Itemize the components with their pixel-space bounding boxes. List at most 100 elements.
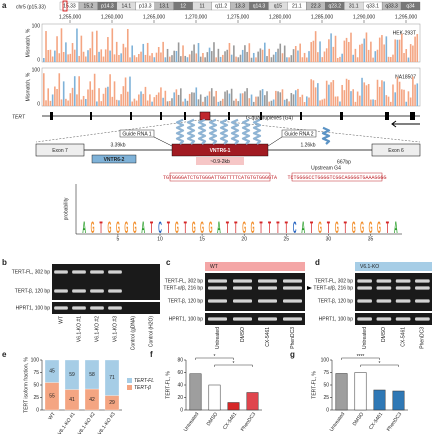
gel-band bbox=[395, 286, 411, 290]
track-texture bbox=[330, 33, 332, 62]
track-texture bbox=[345, 37, 348, 62]
track-texture bbox=[239, 93, 242, 106]
track-texture bbox=[305, 96, 308, 106]
track-texture bbox=[60, 99, 63, 106]
track-texture bbox=[264, 95, 266, 106]
panel-label: d bbox=[315, 258, 320, 267]
g4-label: G-quadruplexes (G4) bbox=[246, 115, 293, 121]
bar bbox=[392, 390, 405, 411]
sequence-box bbox=[169, 172, 271, 182]
track-texture bbox=[122, 43, 125, 62]
track-texture bbox=[69, 93, 72, 106]
track-texture bbox=[374, 51, 377, 62]
y-tick-label: 0 bbox=[180, 407, 183, 413]
track-texture bbox=[409, 44, 412, 62]
significance-bracket bbox=[360, 364, 399, 367]
track-texture bbox=[272, 99, 275, 106]
track-texture bbox=[215, 57, 217, 62]
logo-letter: A bbox=[301, 218, 305, 237]
track-texture bbox=[416, 34, 419, 62]
track-texture bbox=[164, 57, 167, 62]
track-texture bbox=[173, 92, 175, 106]
logo-letter: G bbox=[108, 218, 112, 237]
track-texture bbox=[43, 58, 45, 62]
exons bbox=[50, 112, 415, 120]
track-tick: 100 bbox=[32, 67, 41, 73]
sequence-upstream: TCTGGGGCCTGGGGTCGGCAGGGGTGAAAGGGG bbox=[287, 175, 386, 181]
logo-letter: A bbox=[82, 218, 86, 237]
logo-letter: T bbox=[260, 218, 263, 237]
track-texture bbox=[126, 28, 129, 62]
panel-label: f bbox=[150, 350, 153, 359]
guide-box bbox=[119, 129, 155, 138]
track-texture bbox=[323, 98, 326, 106]
track-texture bbox=[166, 48, 169, 62]
track-texture bbox=[98, 88, 100, 106]
track-texture bbox=[407, 57, 410, 62]
track-texture bbox=[102, 56, 105, 62]
logo-letter: C bbox=[293, 218, 297, 237]
track-texture bbox=[140, 51, 142, 62]
gel-band bbox=[376, 279, 392, 283]
track-texture bbox=[392, 84, 394, 106]
bar-value-label: 55 bbox=[49, 394, 55, 400]
logo-letter: G bbox=[251, 218, 255, 237]
track-texture bbox=[180, 56, 182, 62]
band-label: TERT-β, 120 bp bbox=[318, 298, 354, 304]
logo-letter: T bbox=[234, 218, 237, 237]
logo-letter: A bbox=[141, 218, 145, 237]
gene-label: TERT bbox=[12, 114, 26, 120]
track-texture bbox=[401, 89, 403, 106]
band-label: TERT-α/β, 216 bp bbox=[163, 285, 203, 291]
track-texture bbox=[96, 30, 98, 62]
track-texture bbox=[45, 100, 47, 106]
track-texture bbox=[244, 45, 246, 62]
track-texture bbox=[325, 48, 328, 62]
gel-band bbox=[283, 299, 302, 303]
vntr6-2-label: VNTR6-2 bbox=[104, 157, 125, 163]
guide-pointers bbox=[153, 136, 283, 147]
track-texture bbox=[135, 100, 138, 106]
track-texture bbox=[226, 49, 229, 62]
logo-letter: G bbox=[377, 218, 381, 237]
track-texture bbox=[186, 100, 189, 106]
track-texture bbox=[347, 79, 350, 106]
track-texture bbox=[69, 53, 72, 62]
lane-label: Untreated bbox=[215, 327, 221, 349]
track-texture bbox=[365, 85, 368, 106]
logo-letter: G bbox=[91, 218, 95, 237]
track-texture bbox=[308, 97, 310, 106]
band-label: TERT-FL, 302 bp bbox=[12, 269, 50, 275]
track-texture bbox=[219, 100, 222, 106]
track-texture bbox=[370, 41, 372, 62]
band-label: q11.2 bbox=[215, 4, 227, 10]
track-texture bbox=[202, 101, 204, 106]
track-texture bbox=[93, 55, 96, 62]
track-texture bbox=[217, 101, 220, 106]
track-texture bbox=[155, 52, 158, 62]
condition-box bbox=[355, 262, 432, 271]
track-texture bbox=[264, 42, 266, 62]
track-texture bbox=[248, 98, 251, 106]
track-texture bbox=[310, 42, 313, 62]
track-texture bbox=[49, 49, 52, 62]
track-texture bbox=[182, 45, 184, 62]
track-texture bbox=[217, 48, 220, 62]
gel-band bbox=[54, 270, 68, 274]
track-texture bbox=[363, 38, 366, 62]
logo-letter: G bbox=[124, 218, 128, 237]
track-texture bbox=[115, 99, 118, 106]
x-tick-label: Untreated bbox=[183, 411, 201, 433]
track-texture bbox=[157, 47, 160, 62]
track-texture bbox=[155, 94, 158, 106]
logo-letter: T bbox=[344, 218, 347, 237]
vntr-highlight bbox=[199, 111, 211, 121]
track-texture bbox=[398, 39, 401, 62]
track-texture bbox=[328, 84, 330, 106]
track-texture bbox=[392, 54, 394, 62]
significance-bracket bbox=[195, 357, 234, 360]
track-texture bbox=[290, 55, 293, 62]
legend-label: TERT-FL bbox=[134, 378, 154, 384]
track-texture bbox=[246, 88, 248, 106]
